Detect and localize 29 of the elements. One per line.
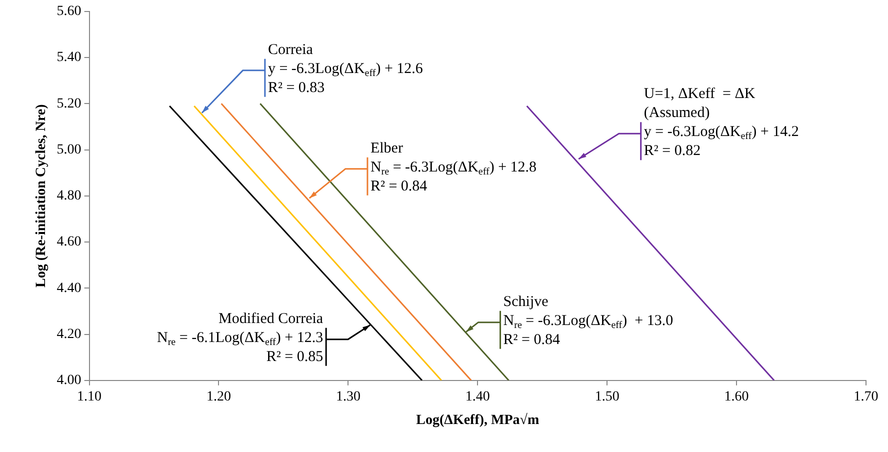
x-tick-label: 1.60 [724, 389, 749, 404]
x-tick-label: 1.70 [854, 389, 878, 404]
y-tick-label: 5.20 [56, 96, 82, 112]
y-tick-label: 5.40 [56, 50, 82, 66]
x-tick-label: 1.20 [206, 389, 231, 404]
annotation: (Assumed) [644, 105, 710, 122]
x-tick-label: 1.50 [594, 389, 620, 404]
annotation: U=1, ΔKeff = ΔK [644, 86, 756, 102]
x-axis-title: Log(ΔKeff), MPa√m [416, 412, 540, 428]
annotation: Modified Correia [218, 310, 324, 327]
x-tick-label: 1.10 [77, 389, 102, 404]
annotation: Correia [268, 42, 314, 58]
annotation: R² = 0.84 [370, 178, 428, 194]
y-tick-label: 4.20 [56, 326, 82, 342]
annotation: R² = 0.85 [266, 348, 324, 365]
y-tick-label: 4.00 [56, 373, 82, 388]
y-tick-label: 4.80 [56, 188, 82, 204]
x-tick-label: 1.30 [336, 389, 360, 404]
y-tick-label: 5.00 [56, 142, 82, 158]
annotation: Schijve [503, 294, 549, 310]
annotation: R² = 0.84 [503, 332, 560, 348]
annotation: R² = 0.83 [268, 80, 325, 96]
annotation: R² = 0.82 [644, 143, 701, 160]
y-tick-label: 5.60 [56, 4, 82, 20]
y-tick-label: 4.60 [56, 234, 82, 250]
x-tick-label: 1.40 [465, 389, 490, 404]
annotation: Elber [370, 140, 403, 156]
y-tick-label: 4.40 [56, 280, 82, 296]
y-axis-title: Log (Re-initiation Cycles, Nre) [34, 104, 50, 288]
